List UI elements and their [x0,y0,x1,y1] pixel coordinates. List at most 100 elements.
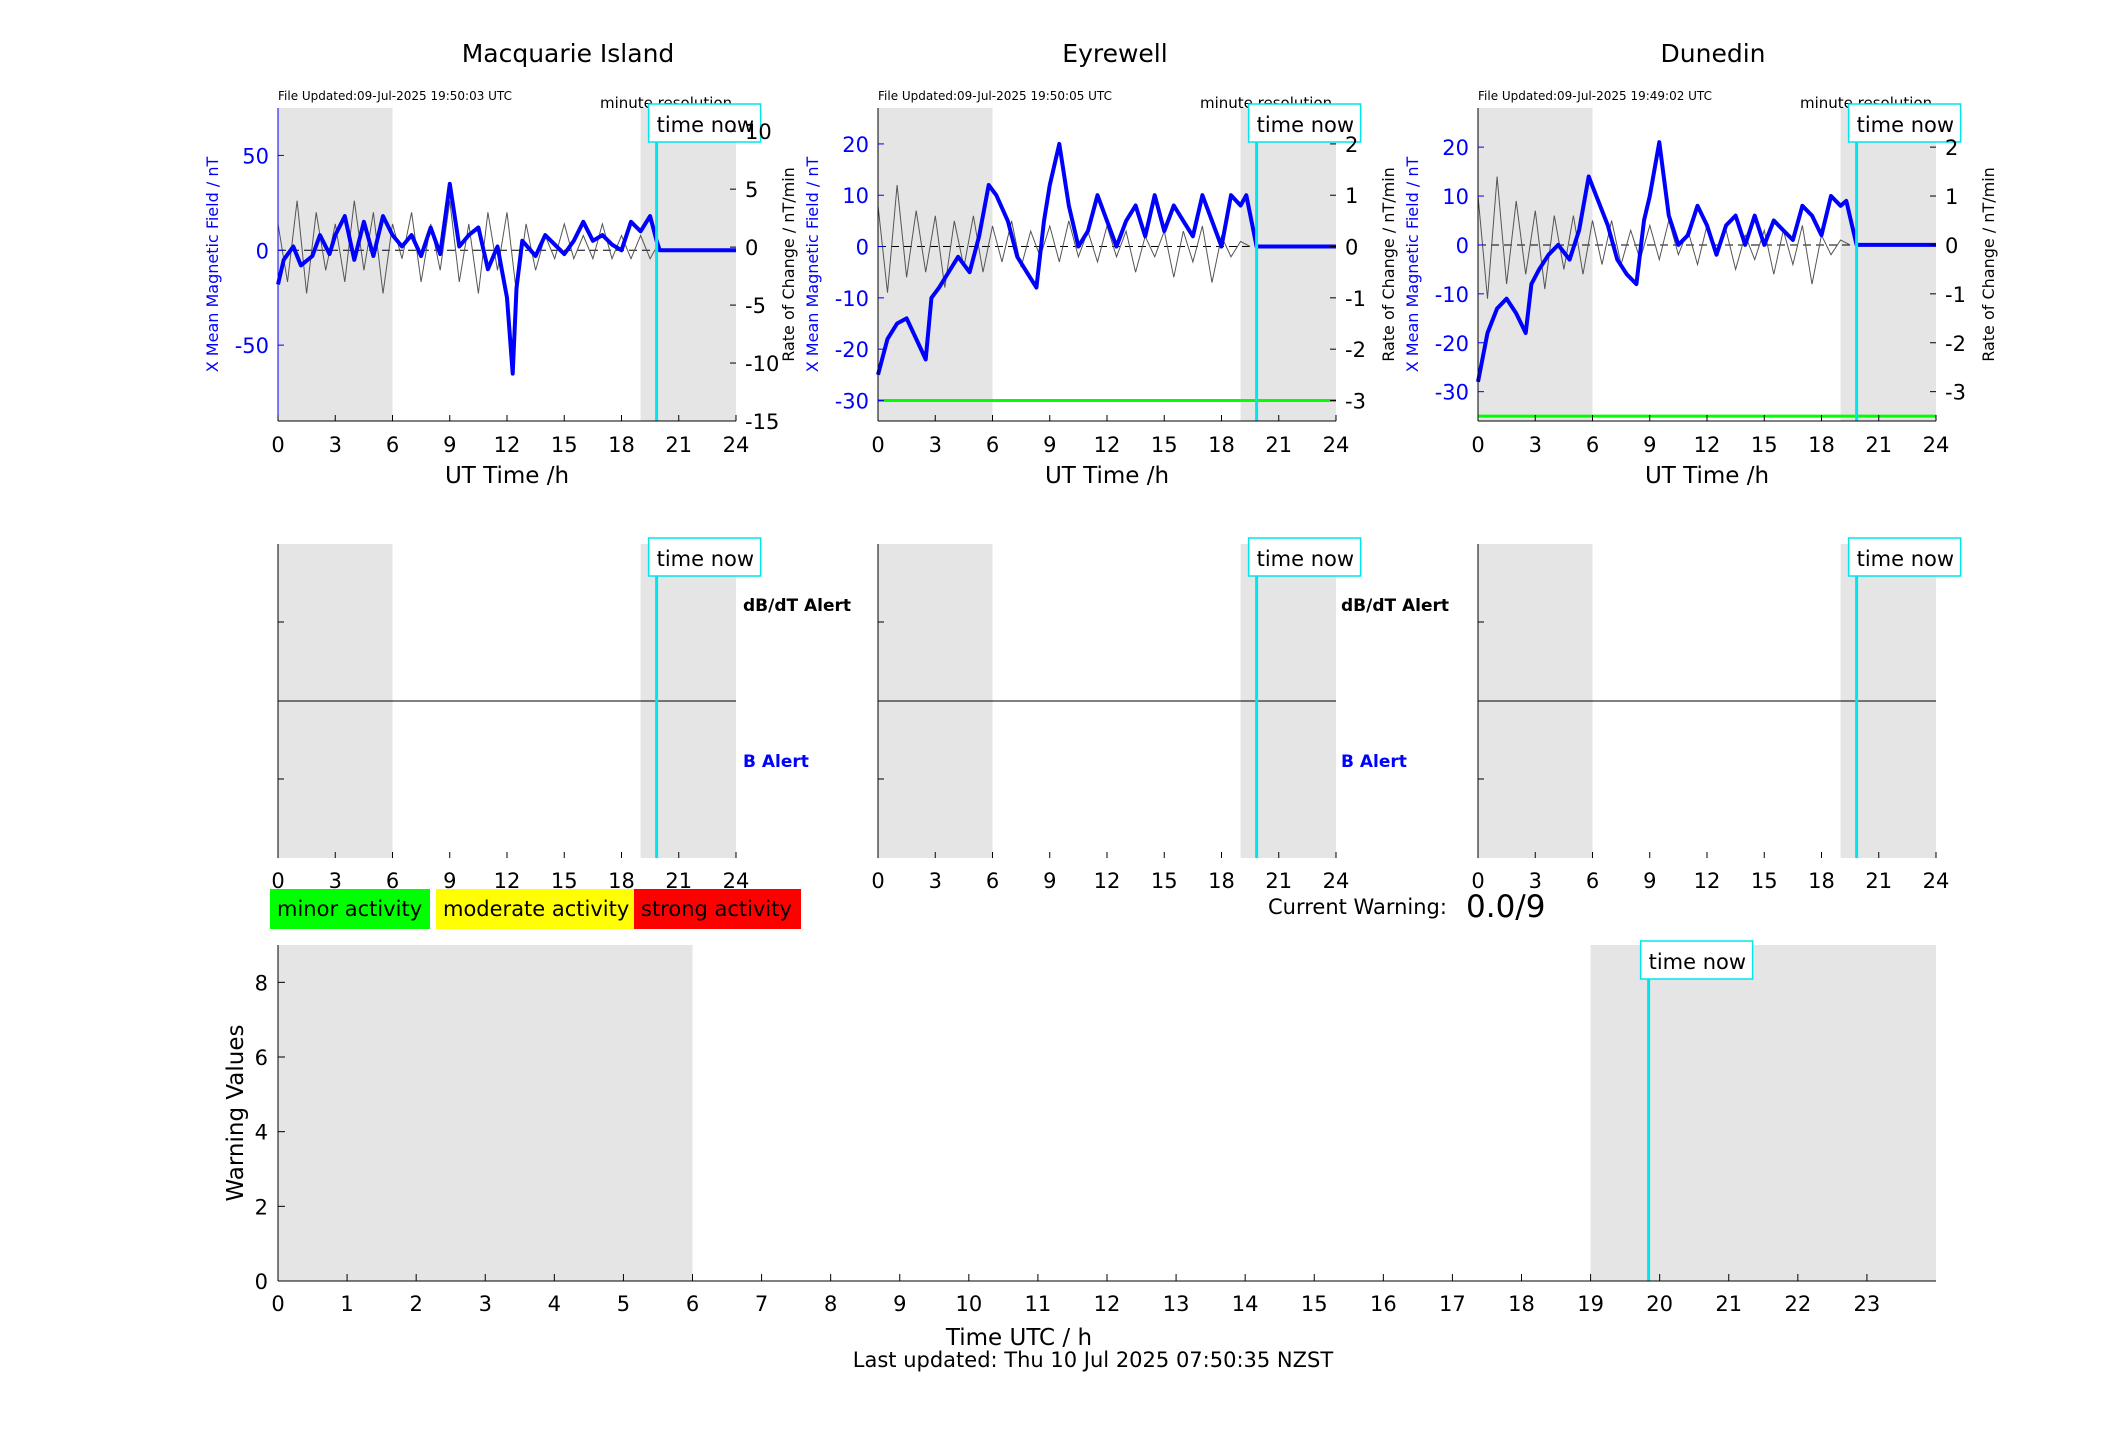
dbdt-alert-label-macquarie: dB/dT Alert [743,596,851,616]
time-now-label: time now [1649,950,1746,974]
legend-strong-label: strong activity [641,897,792,921]
x-tick-label: 0 [271,433,284,457]
x-tick-label: 3 [479,1292,492,1316]
x-tick-label: 24 [1323,869,1350,893]
x-tick-label: 0 [271,1292,284,1316]
x-tick-label: 18 [1508,1292,1535,1316]
y-left-tick-label: 10 [1442,185,1469,209]
x-tick-label: 3 [329,869,342,893]
legend-moderate-label: moderate activity [443,897,629,921]
x-tick-label: 15 [551,433,578,457]
time-now-box [647,537,762,577]
y-right-axis-label: Rate of Change / nT/min [1379,167,1398,362]
eyrewell-alert-plot: time now 0 3 6 9 12 15 18 21 24 [871,537,1362,893]
rate-of-change-line [877,184,1251,293]
x-tick-label: 16 [1370,1292,1397,1316]
x-tick-label: 6 [386,433,399,457]
night-shade-1 [1590,945,1936,1281]
legend-moderate-swatch [436,889,634,929]
b-alert-label-eyrewell: B Alert [1341,752,1407,772]
y-left-tick-label: -10 [1435,283,1469,307]
mean-field-line [1476,140,1936,383]
station-title-dunedin: Dunedin [1661,39,1766,68]
time-now-label: time now [1857,113,1954,137]
x-tick-label: 3 [929,433,942,457]
x-tick-label: 11 [1025,1292,1052,1316]
y-left-tick-label: 0 [856,236,869,260]
y-right-axis-label: Rate of Change / nT/min [779,167,798,362]
y-right-tick-label: 1 [1945,185,1958,209]
x-axis-label: UT Time /h [1045,463,1169,489]
y-right-tick-label: -3 [1945,381,1966,405]
y-right-tick-label: 2 [1945,136,1958,160]
file-updated-text: File Updated:09-Jul-2025 19:50:03 UTC [278,89,512,103]
y-left-tick-label: 0 [1456,234,1469,258]
x-tick-label: 0 [871,433,884,457]
dunedin-field-plot: File Updated:09-Jul-2025 19:49:02 UTC min… [1403,89,1998,489]
y-right-tick-label: -5 [745,294,766,318]
time-now-box [1847,537,1962,577]
x-tick-label: 24 [1323,433,1350,457]
x-axis-label: UT Time /h [1645,463,1769,489]
x-tick-label: 23 [1854,1292,1881,1316]
x-tick-label: 14 [1232,1292,1259,1316]
y-right-tick-label: 0 [1945,234,1958,258]
y-right-tick-label: -2 [1345,338,1366,362]
time-now-label: time now [1857,547,1954,571]
y-right-tick-label: -1 [1345,287,1366,311]
x-tick-label: 17 [1439,1292,1466,1316]
rate-of-change-line [1477,176,1851,299]
x-tick-label: 15 [1151,433,1178,457]
time-now-box [1247,537,1362,577]
night-shade-0 [1478,108,1593,421]
x-tick-label: 9 [1643,869,1656,893]
x-tick-label: 15 [1301,1292,1328,1316]
x-axis-label: Time UTC / h [945,1325,1092,1351]
y-axis-label: Warning Values [223,1024,249,1201]
y-tick-label: 8 [255,971,268,995]
x-tick-label: 7 [755,1292,768,1316]
y-left-tick-label: -50 [235,334,269,358]
time-now-label: time now [657,547,754,571]
x-tick-label: 24 [1923,433,1950,457]
file-updated-text: File Updated:09-Jul-2025 19:50:05 UTC [878,89,1112,103]
dbdt-alert-label-eyrewell: dB/dT Alert [1341,596,1449,616]
x-tick-label: 12 [1094,433,1121,457]
y-right-tick-label: 5 [745,178,758,202]
night-shade-0 [278,945,693,1281]
y-right-tick-label: -3 [1345,389,1366,413]
x-tick-label: 12 [1094,1292,1121,1316]
y-left-tick-label: 50 [242,144,269,168]
x-tick-label: 3 [1529,433,1542,457]
y-right-tick-label: -15 [745,410,779,434]
x-tick-label: 5 [617,1292,630,1316]
time-now-box [1639,940,1754,980]
time-now-label: time now [1257,547,1354,571]
x-tick-label: 13 [1163,1292,1190,1316]
rate-of-change-line [277,200,658,294]
y-right-axis-label: Rate of Change / nT/min [1979,167,1998,362]
x-tick-label: 3 [929,869,942,893]
x-tick-label: 18 [1208,869,1235,893]
x-tick-label: 6 [1586,869,1599,893]
x-tick-label: 15 [1751,869,1778,893]
night-shade-1 [640,108,736,421]
legend-minor-swatch [270,889,430,929]
current-warning-value: 0.0/9 [1466,889,1545,925]
x-tick-label: 12 [494,433,521,457]
current-warning-label: Current Warning: [1268,895,1447,919]
x-tick-label: 0 [271,869,284,893]
last-updated-text: Last updated: Thu 10 Jul 2025 07:50:35 N… [853,1348,1334,1372]
y-left-axis-label: X Mean Magnetic Field / nT [203,157,222,373]
y-left-tick-label: 0 [256,239,269,263]
y-right-tick-label: 1 [1345,184,1358,208]
y-tick-label: 0 [255,1270,268,1294]
x-tick-label: 0 [1471,869,1484,893]
macquarie-field-plot: File Updated:09-Jul-2025 19:50:03 UTC min… [203,89,798,489]
station-title-macquarie: Macquarie Island [462,39,675,68]
activity-legend: minor activity moderate activity strong … [270,889,801,929]
time-now-box [647,103,762,143]
x-tick-label: 15 [1151,869,1178,893]
x-tick-label: 18 [608,433,635,457]
